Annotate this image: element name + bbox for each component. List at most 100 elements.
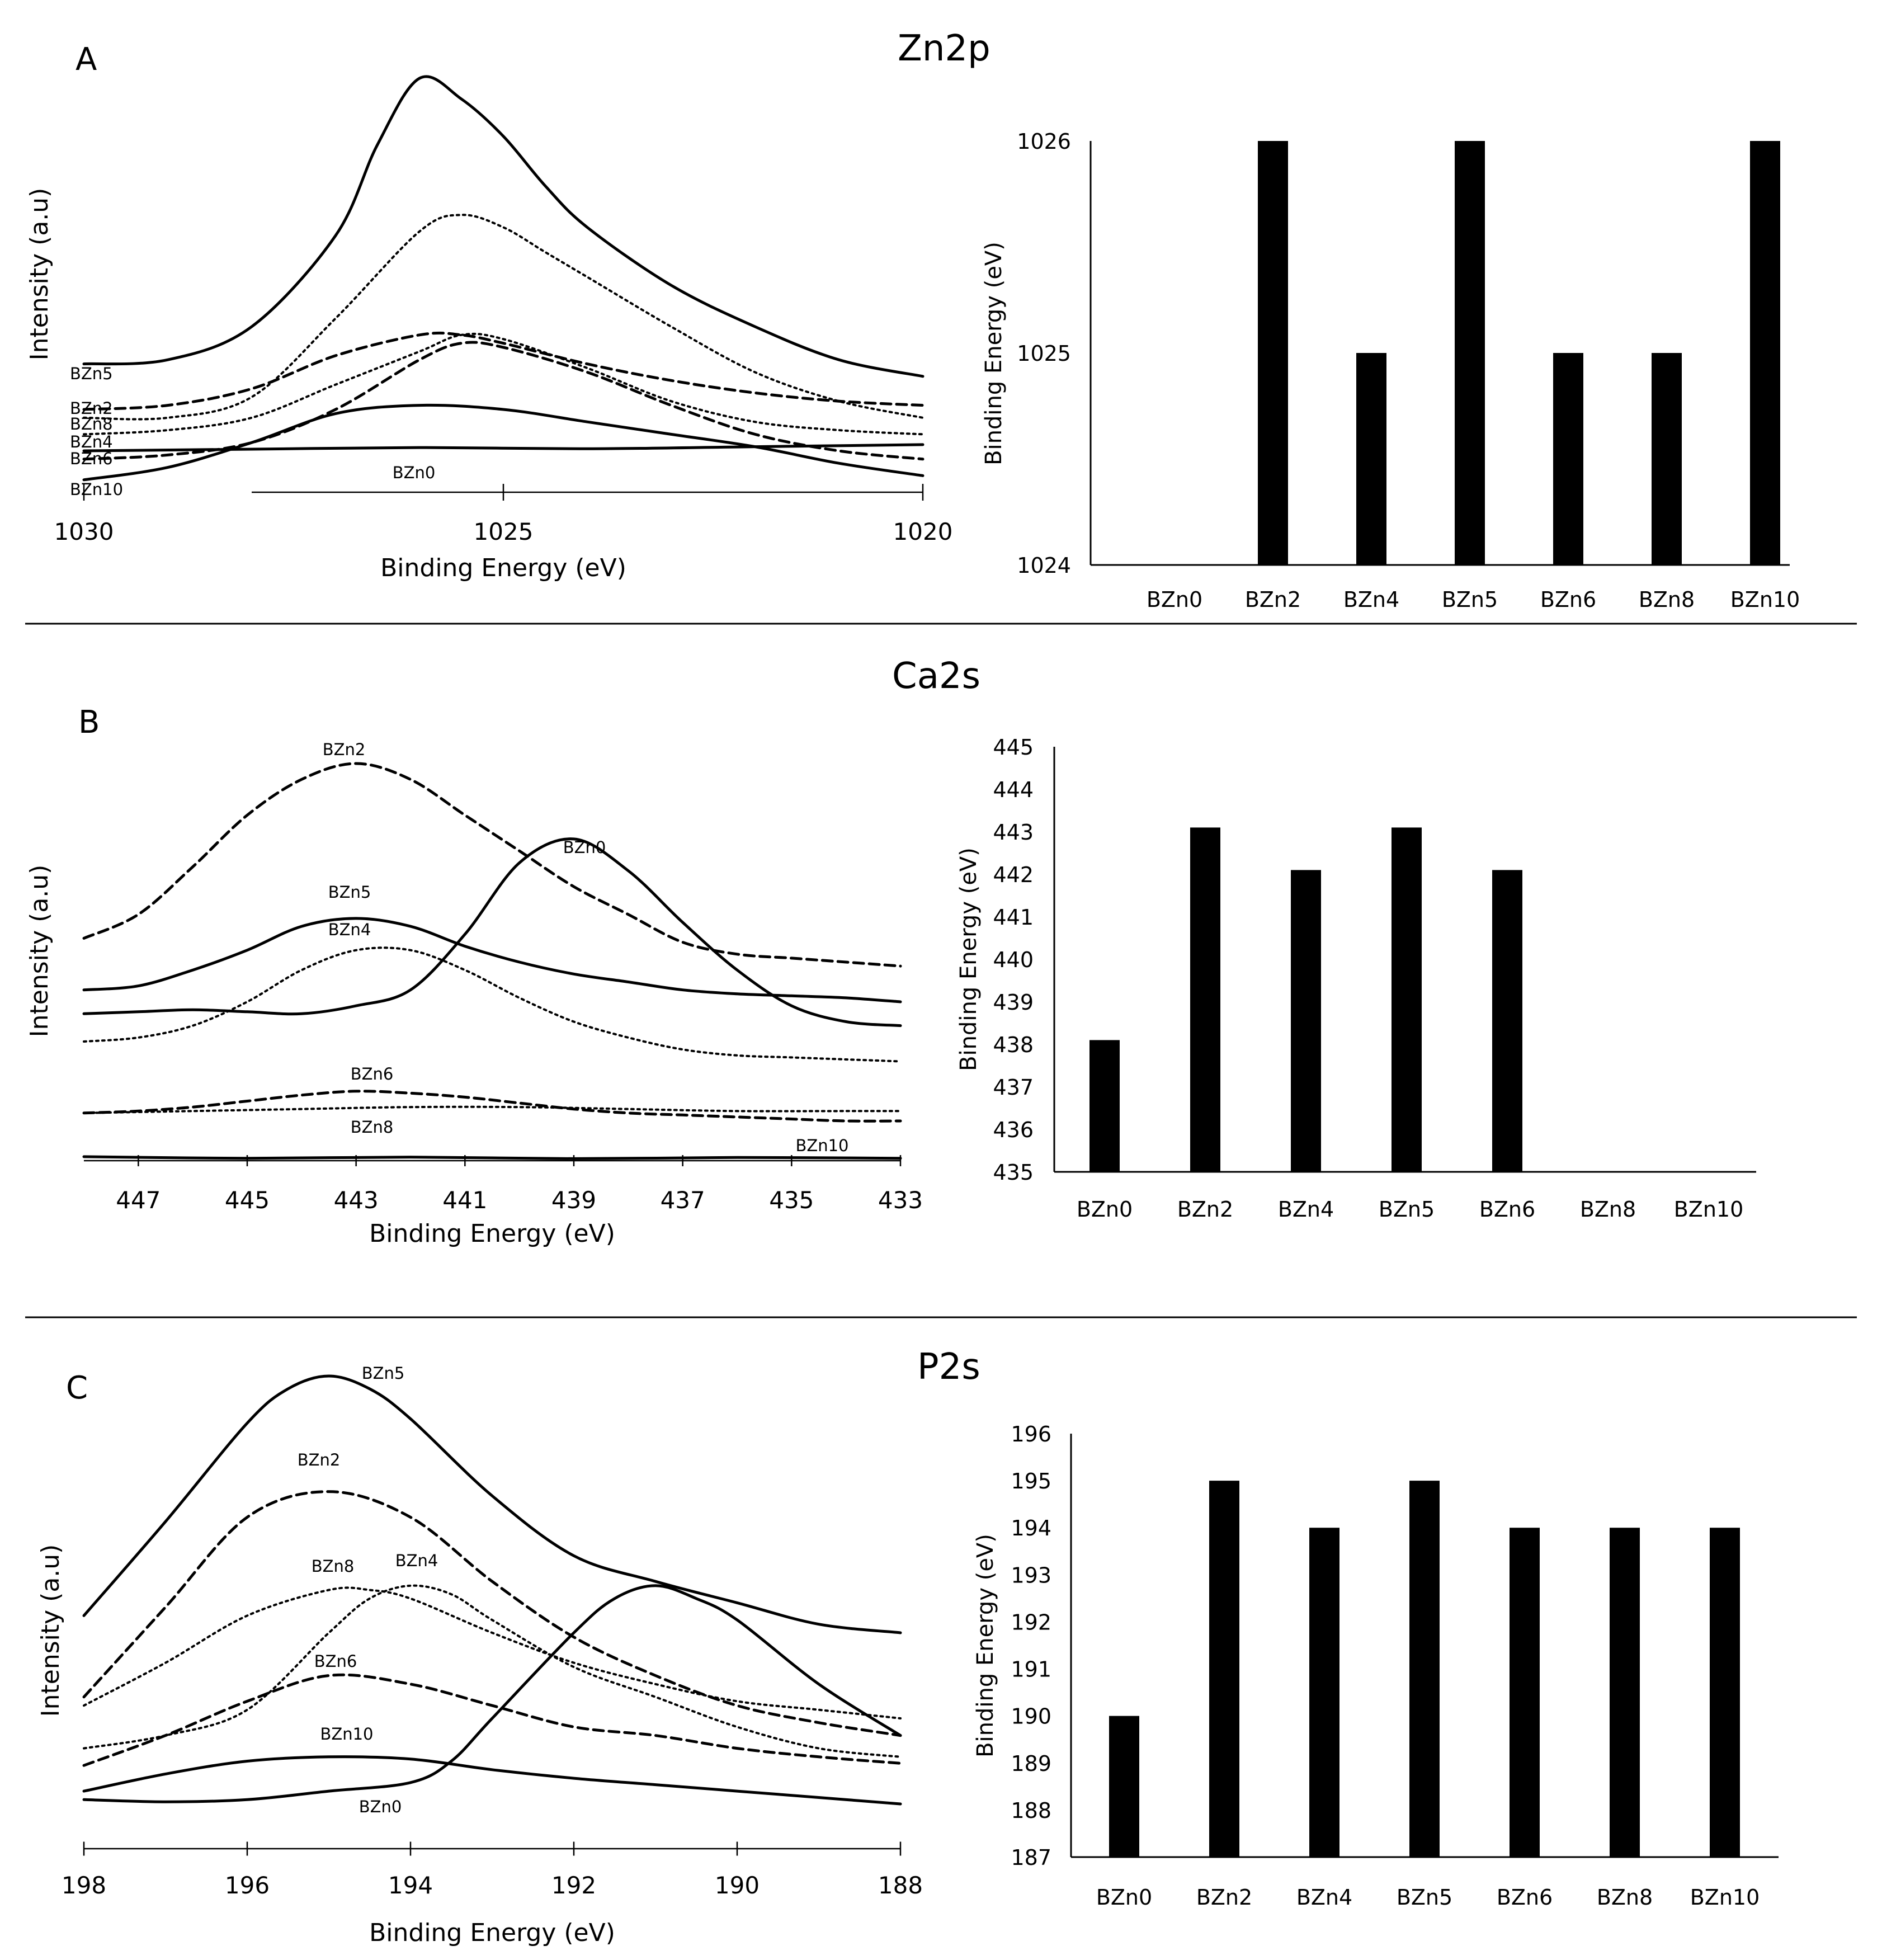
x-tick-label-1025: 1025 bbox=[474, 518, 534, 545]
y-tick-label-188: 188 bbox=[1011, 1798, 1051, 1823]
category-label-bzn5: BZn5 bbox=[1397, 1885, 1452, 1910]
y-axis-title: Intensity (a.u) bbox=[25, 188, 54, 361]
bar-bzn6 bbox=[1510, 1528, 1540, 1857]
bar-bzn2 bbox=[1190, 827, 1220, 1172]
category-label-bzn2: BZn2 bbox=[1177, 1197, 1233, 1222]
series-line-bzn8 bbox=[83, 1105, 902, 1114]
series-line-bzn10 bbox=[82, 403, 925, 482]
y-tick-label-194: 194 bbox=[1011, 1516, 1051, 1540]
series-line-bzn5 bbox=[82, 75, 925, 378]
category-label-bzn6: BZn6 bbox=[1497, 1885, 1553, 1910]
section-title-zn2p: Zn2p bbox=[898, 28, 990, 69]
y-tick-label-192: 192 bbox=[1011, 1610, 1051, 1634]
series-label-bzn4: BZn4 bbox=[395, 1551, 438, 1570]
bar-bzn10 bbox=[1750, 141, 1780, 565]
x-tick-label-1030: 1030 bbox=[54, 518, 114, 545]
bar-bzn0 bbox=[1089, 1040, 1120, 1172]
bar-bzn2 bbox=[1209, 1481, 1239, 1857]
x-axis-title: Binding Energy (eV) bbox=[369, 1919, 615, 1947]
bar-bzn4 bbox=[1291, 870, 1321, 1172]
series-label-bzn0: BZn0 bbox=[563, 838, 606, 857]
bar-bzn6 bbox=[1492, 870, 1522, 1172]
series-label-bzn6: BZn6 bbox=[314, 1652, 357, 1671]
zn2p-spectrum-chart: 1030 1025 1020 Binding Energy (eV) Intensity… bbox=[25, 75, 953, 582]
x-tick-label-1020: 1020 bbox=[893, 518, 953, 545]
y-tick-label-445: 445 bbox=[993, 735, 1034, 760]
y-axis-title: Binding Energy (eV) bbox=[956, 847, 982, 1071]
series-line-bzn6 bbox=[82, 1673, 902, 1767]
series-label-bzn8: BZn8 bbox=[351, 1118, 394, 1137]
section-title-p2s: P2s bbox=[917, 1346, 980, 1388]
x-axis-title: Binding Energy (eV) bbox=[380, 554, 626, 582]
y-tick-label-441: 441 bbox=[993, 905, 1034, 930]
bar-bzn8 bbox=[1610, 1528, 1640, 1857]
series-line-bzn0 bbox=[82, 837, 902, 1028]
y-tick-label-443: 443 bbox=[993, 820, 1034, 845]
y-tick-label-196: 196 bbox=[1011, 1422, 1051, 1447]
panel-letter-b: B bbox=[78, 704, 100, 741]
series-line-bzn0 bbox=[82, 1584, 902, 1803]
x-tick-label-447: 447 bbox=[116, 1186, 161, 1214]
bar-bzn0 bbox=[1109, 1716, 1139, 1857]
series-line-bzn4 bbox=[83, 946, 902, 1063]
series-label-bzn8: BZn8 bbox=[312, 1557, 355, 1576]
x-tick-label-437: 437 bbox=[661, 1186, 705, 1214]
x-tick-label-443: 443 bbox=[334, 1186, 379, 1214]
x-axis-title: Binding Energy (eV) bbox=[369, 1219, 615, 1248]
y-tick-label-1026: 1026 bbox=[1017, 129, 1071, 154]
series-line-bzn2 bbox=[82, 1490, 902, 1737]
series-label-bzn6: BZn6 bbox=[351, 1064, 394, 1083]
bar-bzn2 bbox=[1258, 141, 1288, 565]
series-line-bzn10 bbox=[82, 1155, 902, 1160]
x-tick-label-188: 188 bbox=[878, 1872, 923, 1899]
panel-letter-a: A bbox=[76, 41, 97, 78]
series-line-bzn4 bbox=[83, 332, 924, 436]
bar-bzn4 bbox=[1356, 353, 1386, 565]
y-tick-label-195: 195 bbox=[1011, 1469, 1051, 1493]
bar-bzn10 bbox=[1710, 1528, 1740, 1857]
y-tick-label-444: 444 bbox=[993, 778, 1034, 802]
y-tick-label-189: 189 bbox=[1011, 1751, 1051, 1776]
series-label-bzn10: BZn10 bbox=[320, 1725, 373, 1744]
series-line-bzn8 bbox=[83, 214, 924, 421]
category-label-bzn5: BZn5 bbox=[1379, 1197, 1435, 1222]
x-tick-label-192: 192 bbox=[551, 1872, 596, 1899]
panel-letter-c: C bbox=[66, 1370, 88, 1406]
series-line-bzn6 bbox=[82, 1090, 902, 1123]
bar-bzn6 bbox=[1553, 353, 1583, 565]
x-tick-label-433: 433 bbox=[878, 1186, 923, 1214]
category-label-bzn4: BZn4 bbox=[1278, 1197, 1334, 1222]
category-label-bzn10: BZn10 bbox=[1674, 1197, 1744, 1222]
category-label-bzn2: BZn2 bbox=[1196, 1885, 1252, 1910]
series-label-bzn6: BZn6 bbox=[70, 449, 113, 468]
x-tick-label-196: 196 bbox=[225, 1872, 270, 1899]
x-tick-label-194: 194 bbox=[388, 1872, 433, 1899]
section-title-ca2s: Ca2s bbox=[892, 656, 980, 697]
series-line-bzn2 bbox=[82, 331, 925, 411]
y-axis-title: Intensity (a.u) bbox=[36, 1544, 65, 1717]
zn2p-bar-chart: 1024 1025 1026 Binding Energy (eV) BZn0 BZn2 B… bbox=[981, 129, 1800, 612]
bar-bzn5 bbox=[1455, 141, 1485, 565]
y-tick-label-437: 437 bbox=[993, 1075, 1034, 1100]
category-label-bzn5: BZn5 bbox=[1442, 587, 1498, 612]
y-tick-label-190: 190 bbox=[1011, 1704, 1051, 1729]
series-label-bzn2: BZn2 bbox=[323, 740, 366, 759]
x-tick-label-441: 441 bbox=[442, 1186, 487, 1214]
y-axis-title: Binding Energy (eV) bbox=[981, 242, 1007, 465]
x-tick-label-190: 190 bbox=[715, 1872, 760, 1899]
series-label-bzn5: BZn5 bbox=[328, 883, 371, 902]
series-label-bzn4: BZn4 bbox=[70, 432, 113, 451]
y-tick-label-435: 435 bbox=[993, 1160, 1034, 1185]
category-label-bzn0: BZn0 bbox=[1096, 1885, 1152, 1910]
category-label-bzn8: BZn8 bbox=[1597, 1885, 1653, 1910]
series-line-bzn8 bbox=[83, 1586, 902, 1719]
category-label-bzn4: BZn4 bbox=[1343, 587, 1399, 612]
y-tick-label-438: 438 bbox=[993, 1033, 1034, 1057]
y-tick-label-187: 187 bbox=[1011, 1845, 1051, 1870]
p2s-bar-chart: 187 188 189 190 191 192 193 194 195 196 Binding En… bbox=[973, 1422, 1779, 1910]
y-tick-label-1024: 1024 bbox=[1017, 553, 1071, 578]
series-label-bzn2: BZn2 bbox=[298, 1450, 341, 1469]
y-tick-label-1025: 1025 bbox=[1017, 341, 1071, 366]
category-label-bzn10: BZn10 bbox=[1690, 1885, 1760, 1910]
category-label-bzn10: BZn10 bbox=[1730, 587, 1800, 612]
